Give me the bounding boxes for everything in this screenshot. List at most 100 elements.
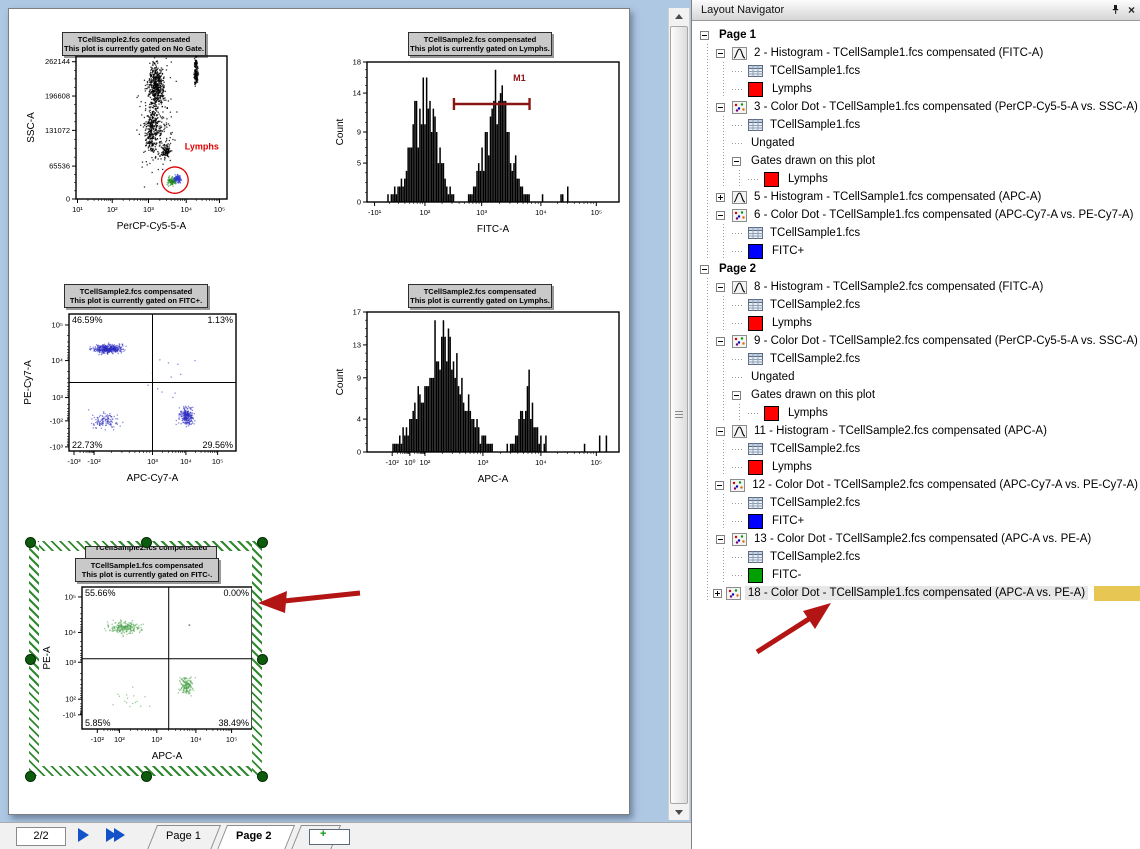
tree-item-17[interactable]: Lymphs — [700, 314, 1140, 332]
selection-handle[interactable] — [141, 771, 152, 782]
tree-item-14[interactable]: Page 2 — [700, 260, 1140, 278]
tree-item-25[interactable]: Lymphs — [700, 458, 1140, 476]
plot-title-box: TCellSample2.fcs compensated This plot i… — [62, 32, 206, 56]
collapse-icon[interactable] — [716, 210, 725, 220]
svg-text:262144: 262144 — [45, 57, 70, 66]
scrollbar-grip — [671, 409, 687, 418]
scroll-down-button[interactable] — [669, 804, 689, 820]
tree-item-label: 8 - Histogram - TCellSample2.fcs compens… — [754, 281, 1044, 293]
plot-3-canvas[interactable]: -10³ -10² 10³ 10⁴ 10⁵ 10⁵ 10⁴ 10³ -10² -10³ APC-Cy… — [13, 302, 260, 497]
tree-item-7[interactable]: Ungated — [700, 134, 1140, 152]
collapse-icon[interactable] — [732, 390, 741, 400]
tree-item-label: Ungated — [751, 371, 795, 383]
svg-text:-10²: -10² — [91, 735, 105, 744]
tree-item-22[interactable]: Lymphs — [700, 404, 1140, 422]
tree-item-28[interactable]: FITC+ — [700, 512, 1140, 530]
tree-item-4[interactable]: Lymphs — [700, 80, 1140, 98]
plot-4-canvas[interactable]: -10² 10⁰ 10² 10³ 10⁴ 10⁵ 17 13 9 4 0 APC-A Count — [311, 300, 643, 498]
colordot-icon — [730, 478, 746, 492]
tree-item-10[interactable]: 5 - Histogram - TCellSample1.fcs compens… — [700, 188, 1140, 206]
plot-title-line1: TCellSample2.fcs compensated — [77, 35, 191, 44]
selection-handle[interactable] — [25, 654, 36, 665]
histogram-icon — [732, 190, 747, 204]
tree-item-label: FITC+ — [772, 515, 805, 527]
tree-item-12[interactable]: TCellSample1.fcs — [700, 224, 1140, 242]
collapse-icon[interactable] — [716, 336, 725, 346]
tree-item-label: 13 - Color Dot - TCellSample2.fcs compen… — [754, 533, 1092, 545]
plot-title-line2: This plot is currently gated on Lymphs. — [410, 296, 550, 305]
tree-item-31[interactable]: FITC- — [700, 566, 1140, 584]
tree-item-9[interactable]: Lymphs — [700, 170, 1140, 188]
tree-item-30[interactable]: TCellSample2.fcs — [700, 548, 1140, 566]
tree-item-16[interactable]: TCellSample2.fcs — [700, 296, 1140, 314]
tree-item-8[interactable]: Gates drawn on this plot — [700, 152, 1140, 170]
plot-1-canvas[interactable]: 10¹ 10² 10³ 10⁴ 10⁵ 262144 196608 131072 65536 0 P… — [20, 44, 251, 245]
close-icon[interactable]: × — [1127, 3, 1135, 17]
tab-label: Page 1 — [166, 830, 201, 842]
tree-item-24[interactable]: TCellSample2.fcs — [700, 440, 1140, 458]
svg-text:10³: 10³ — [477, 458, 488, 467]
svg-text:5.85%: 5.85% — [85, 718, 111, 728]
selection-handle[interactable] — [257, 537, 268, 548]
tree-item-5[interactable]: 3 - Color Dot - TCellSample1.fcs compens… — [700, 98, 1140, 116]
tree-item-13[interactable]: FITC+ — [700, 242, 1140, 260]
tree-item-19[interactable]: TCellSample2.fcs — [700, 350, 1140, 368]
tree-item-label: Page 1 — [719, 29, 757, 41]
svg-text:10⁴: 10⁴ — [51, 356, 63, 365]
selection-handle[interactable] — [257, 771, 268, 782]
last-page-button[interactable] — [106, 828, 125, 842]
tree-item-29[interactable]: 13 - Color Dot - TCellSample2.fcs compen… — [700, 530, 1140, 548]
collapse-icon[interactable] — [716, 282, 725, 292]
svg-text:-10²: -10² — [386, 458, 400, 467]
svg-text:10⁵: 10⁵ — [52, 320, 63, 329]
plot-5-canvas[interactable]: -10² 10² 10³ 10⁴ 10⁵ 10⁵ 10⁴ 10³ 10² -10¹ APC-A PE-… — [26, 575, 276, 775]
pin-icon[interactable] — [1110, 4, 1121, 17]
expand-icon[interactable] — [716, 192, 725, 202]
tree-item-15[interactable]: 8 - Histogram - TCellSample2.fcs compens… — [700, 278, 1140, 296]
scroll-up-button[interactable] — [669, 8, 689, 24]
selection-handle[interactable] — [25, 771, 36, 782]
tree-item-23[interactable]: 11 - Histogram - TCellSample2.fcs compen… — [700, 422, 1140, 440]
collapse-icon[interactable] — [716, 426, 725, 436]
svg-text:10²: 10² — [107, 205, 118, 214]
tree-item-label: TCellSample2.fcs — [770, 551, 861, 563]
collapse-icon[interactable] — [715, 480, 725, 490]
new-page-tab[interactable]: + — [290, 825, 350, 849]
tab-page-2[interactable]: Page 2 — [216, 825, 296, 849]
tree-item-32[interactable]: 18 - Color Dot - TCellSample1.fcs compen… — [700, 584, 1140, 602]
collapse-icon[interactable] — [732, 156, 741, 166]
collapse-icon[interactable] — [716, 48, 725, 58]
collapse-icon[interactable] — [716, 534, 725, 544]
tree-item-label: Page 2 — [719, 263, 757, 275]
tree-item-27[interactable]: TCellSample2.fcs — [700, 494, 1140, 512]
tree-item-1[interactable]: Page 1 — [700, 26, 1140, 44]
tree-item-6[interactable]: TCellSample1.fcs — [700, 116, 1140, 134]
plot-2-canvas[interactable]: -10¹ 10² 10³ 10⁴ 10⁵ 18 14 9 5 0 FITC-A Count M1 — [311, 50, 643, 248]
tree-item-18[interactable]: 9 - Color Dot - TCellSample2.fcs compens… — [700, 332, 1140, 350]
selection-handle[interactable] — [141, 537, 152, 548]
expand-icon[interactable] — [712, 588, 722, 598]
tree-item-3[interactable]: TCellSample1.fcs — [700, 62, 1140, 80]
tab-page-1[interactable]: Page 1 — [146, 825, 222, 849]
tree-item-2[interactable]: 2 - Histogram - TCellSample1.fcs compens… — [700, 44, 1140, 62]
svg-text:10³: 10³ — [147, 457, 158, 466]
selection-handle[interactable] — [25, 537, 36, 548]
scrollbar-thumb[interactable] — [670, 26, 688, 804]
svg-text:APC-A: APC-A — [152, 751, 183, 762]
datafile-icon — [748, 353, 763, 365]
tree-item-11[interactable]: 6 - Color Dot - TCellSample1.fcs compens… — [700, 206, 1140, 224]
collapse-icon[interactable] — [700, 30, 709, 40]
tree-item-20[interactable]: Ungated — [700, 368, 1140, 386]
selection-handle[interactable] — [257, 654, 268, 665]
next-page-button[interactable] — [78, 828, 89, 842]
collapse-icon[interactable] — [716, 102, 725, 112]
collapse-icon[interactable] — [700, 264, 709, 274]
svg-text:Lymphs: Lymphs — [185, 142, 219, 152]
panel-title: Layout Navigator — [701, 4, 785, 16]
svg-text:10³: 10³ — [476, 208, 487, 217]
plot-title-box: TCellSample2.fcs compensated This plot i… — [64, 284, 208, 308]
tree-item-26[interactable]: 12 - Color Dot - TCellSample2.fcs compen… — [700, 476, 1140, 494]
tree-item-21[interactable]: Gates drawn on this plot — [700, 386, 1140, 404]
vertical-scrollbar[interactable] — [668, 8, 690, 820]
plot-title-line1: TCellSample2.fcs compensated — [79, 287, 193, 296]
